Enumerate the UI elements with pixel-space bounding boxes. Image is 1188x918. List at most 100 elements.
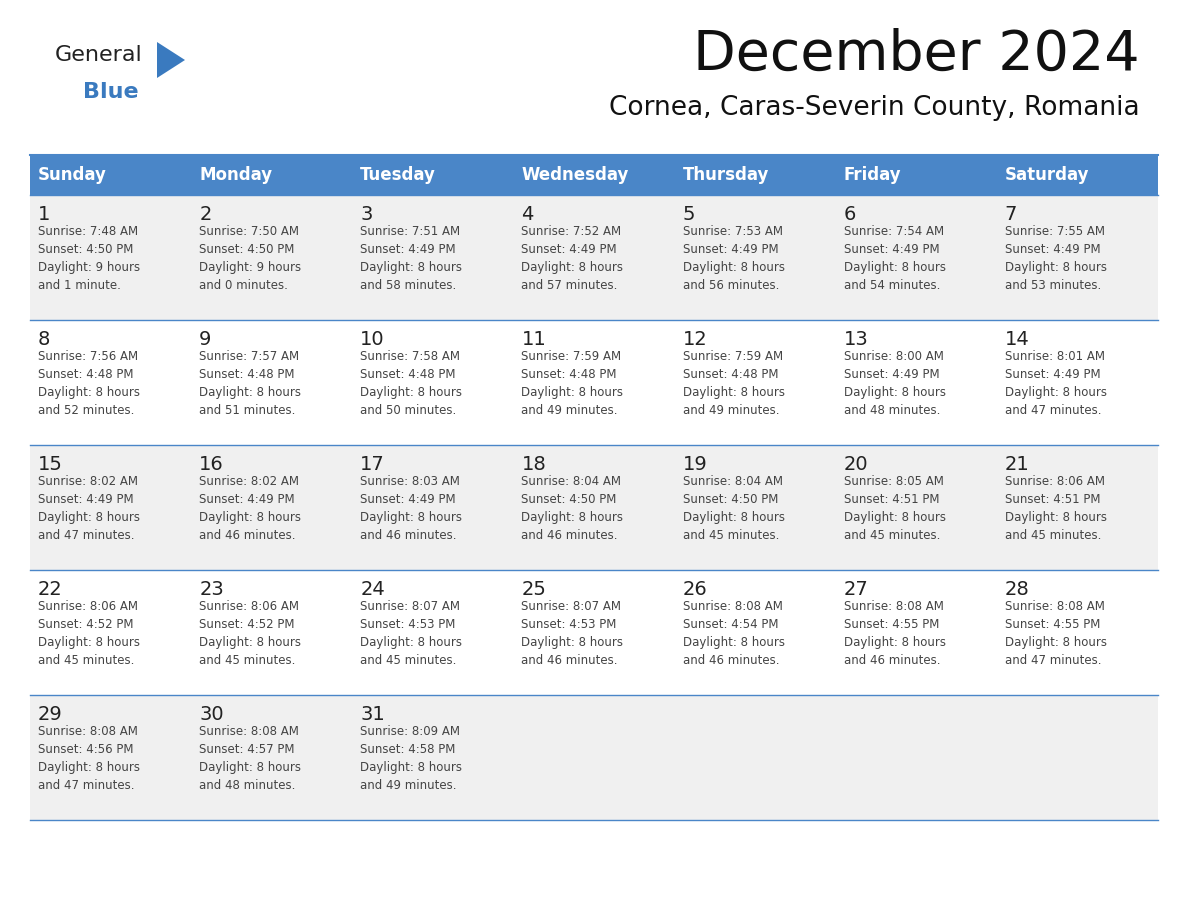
- Text: Sunrise: 7:51 AM: Sunrise: 7:51 AM: [360, 225, 461, 238]
- Text: 31: 31: [360, 705, 385, 724]
- Text: Daylight: 8 hours: Daylight: 8 hours: [522, 511, 624, 524]
- Text: and 45 minutes.: and 45 minutes.: [843, 529, 940, 542]
- Text: 19: 19: [683, 455, 707, 474]
- Text: Daylight: 8 hours: Daylight: 8 hours: [1005, 511, 1107, 524]
- Text: Sunset: 4:49 PM: Sunset: 4:49 PM: [1005, 368, 1100, 381]
- Bar: [30, 320, 1158, 445]
- Text: Wednesday: Wednesday: [522, 166, 628, 184]
- Text: Sunrise: 7:57 AM: Sunrise: 7:57 AM: [200, 350, 299, 363]
- Text: and 47 minutes.: and 47 minutes.: [1005, 654, 1101, 667]
- Text: Sunrise: 8:06 AM: Sunrise: 8:06 AM: [200, 600, 299, 613]
- Text: and 56 minutes.: and 56 minutes.: [683, 279, 779, 292]
- Text: Tuesday: Tuesday: [360, 166, 436, 184]
- Text: Sunrise: 7:55 AM: Sunrise: 7:55 AM: [1005, 225, 1105, 238]
- Text: Daylight: 8 hours: Daylight: 8 hours: [843, 636, 946, 649]
- Text: Sunrise: 7:50 AM: Sunrise: 7:50 AM: [200, 225, 299, 238]
- Text: Daylight: 8 hours: Daylight: 8 hours: [683, 636, 784, 649]
- Text: and 46 minutes.: and 46 minutes.: [683, 654, 779, 667]
- Text: Sunset: 4:49 PM: Sunset: 4:49 PM: [683, 243, 778, 256]
- Text: 21: 21: [1005, 455, 1030, 474]
- Text: and 57 minutes.: and 57 minutes.: [522, 279, 618, 292]
- Text: and 45 minutes.: and 45 minutes.: [360, 654, 456, 667]
- Bar: [30, 195, 1158, 320]
- Text: Sunset: 4:48 PM: Sunset: 4:48 PM: [200, 368, 295, 381]
- Text: Thursday: Thursday: [683, 166, 769, 184]
- Text: 9: 9: [200, 330, 211, 349]
- Text: Daylight: 8 hours: Daylight: 8 hours: [522, 261, 624, 274]
- Text: and 48 minutes.: and 48 minutes.: [200, 779, 296, 792]
- Text: Monday: Monday: [200, 166, 272, 184]
- Text: 25: 25: [522, 580, 546, 599]
- Text: 8: 8: [38, 330, 50, 349]
- Text: Daylight: 9 hours: Daylight: 9 hours: [38, 261, 140, 274]
- Text: Daylight: 8 hours: Daylight: 8 hours: [38, 386, 140, 399]
- Text: 2: 2: [200, 205, 211, 224]
- Text: 12: 12: [683, 330, 707, 349]
- Text: 20: 20: [843, 455, 868, 474]
- Text: Daylight: 8 hours: Daylight: 8 hours: [843, 511, 946, 524]
- Text: Sunset: 4:52 PM: Sunset: 4:52 PM: [200, 618, 295, 631]
- Text: and 0 minutes.: and 0 minutes.: [200, 279, 287, 292]
- Text: Sunrise: 8:08 AM: Sunrise: 8:08 AM: [1005, 600, 1105, 613]
- Text: Sunset: 4:57 PM: Sunset: 4:57 PM: [200, 743, 295, 756]
- Text: Sunset: 4:48 PM: Sunset: 4:48 PM: [360, 368, 456, 381]
- Text: Sunrise: 8:08 AM: Sunrise: 8:08 AM: [200, 725, 299, 738]
- Text: 5: 5: [683, 205, 695, 224]
- Text: and 45 minutes.: and 45 minutes.: [683, 529, 779, 542]
- Text: and 47 minutes.: and 47 minutes.: [38, 529, 134, 542]
- Text: Sunrise: 8:00 AM: Sunrise: 8:00 AM: [843, 350, 943, 363]
- Text: Sunrise: 7:53 AM: Sunrise: 7:53 AM: [683, 225, 783, 238]
- Text: Sunrise: 7:59 AM: Sunrise: 7:59 AM: [683, 350, 783, 363]
- Text: Sunrise: 8:06 AM: Sunrise: 8:06 AM: [38, 600, 138, 613]
- Text: Sunrise: 8:04 AM: Sunrise: 8:04 AM: [522, 475, 621, 488]
- Text: Sunset: 4:56 PM: Sunset: 4:56 PM: [38, 743, 133, 756]
- Text: Sunset: 4:48 PM: Sunset: 4:48 PM: [38, 368, 133, 381]
- Text: and 1 minute.: and 1 minute.: [38, 279, 121, 292]
- Text: Daylight: 8 hours: Daylight: 8 hours: [360, 761, 462, 774]
- Text: Daylight: 8 hours: Daylight: 8 hours: [200, 511, 301, 524]
- Text: Sunset: 4:50 PM: Sunset: 4:50 PM: [522, 493, 617, 506]
- Text: 28: 28: [1005, 580, 1030, 599]
- Text: 23: 23: [200, 580, 223, 599]
- Text: and 47 minutes.: and 47 minutes.: [38, 779, 134, 792]
- Text: Sunrise: 8:01 AM: Sunrise: 8:01 AM: [1005, 350, 1105, 363]
- Text: Sunrise: 8:07 AM: Sunrise: 8:07 AM: [360, 600, 460, 613]
- Text: and 46 minutes.: and 46 minutes.: [522, 529, 618, 542]
- Text: and 49 minutes.: and 49 minutes.: [683, 404, 779, 417]
- Text: Sunrise: 7:56 AM: Sunrise: 7:56 AM: [38, 350, 138, 363]
- Text: 29: 29: [38, 705, 63, 724]
- Text: Daylight: 8 hours: Daylight: 8 hours: [38, 761, 140, 774]
- Text: Sunrise: 7:59 AM: Sunrise: 7:59 AM: [522, 350, 621, 363]
- Text: Sunrise: 8:07 AM: Sunrise: 8:07 AM: [522, 600, 621, 613]
- Text: Blue: Blue: [83, 82, 139, 102]
- Text: Sunrise: 8:02 AM: Sunrise: 8:02 AM: [200, 475, 299, 488]
- Text: Sunrise: 8:08 AM: Sunrise: 8:08 AM: [843, 600, 943, 613]
- Text: Daylight: 8 hours: Daylight: 8 hours: [683, 386, 784, 399]
- Text: 1: 1: [38, 205, 50, 224]
- Text: Daylight: 9 hours: Daylight: 9 hours: [200, 261, 302, 274]
- Text: Sunset: 4:53 PM: Sunset: 4:53 PM: [360, 618, 456, 631]
- Text: Sunrise: 8:09 AM: Sunrise: 8:09 AM: [360, 725, 460, 738]
- Text: and 54 minutes.: and 54 minutes.: [843, 279, 940, 292]
- Text: and 52 minutes.: and 52 minutes.: [38, 404, 134, 417]
- Text: Sunset: 4:48 PM: Sunset: 4:48 PM: [683, 368, 778, 381]
- Text: and 46 minutes.: and 46 minutes.: [200, 529, 296, 542]
- Text: Sunset: 4:51 PM: Sunset: 4:51 PM: [843, 493, 940, 506]
- Text: and 46 minutes.: and 46 minutes.: [360, 529, 456, 542]
- Text: Daylight: 8 hours: Daylight: 8 hours: [1005, 386, 1107, 399]
- Text: Sunrise: 8:08 AM: Sunrise: 8:08 AM: [38, 725, 138, 738]
- Text: General: General: [55, 45, 143, 65]
- Text: and 46 minutes.: and 46 minutes.: [522, 654, 618, 667]
- Bar: [30, 695, 1158, 820]
- Text: Daylight: 8 hours: Daylight: 8 hours: [38, 511, 140, 524]
- Text: Sunset: 4:51 PM: Sunset: 4:51 PM: [1005, 493, 1100, 506]
- Text: Daylight: 8 hours: Daylight: 8 hours: [843, 261, 946, 274]
- Text: 17: 17: [360, 455, 385, 474]
- Text: Sunrise: 7:52 AM: Sunrise: 7:52 AM: [522, 225, 621, 238]
- Text: 4: 4: [522, 205, 533, 224]
- Text: 7: 7: [1005, 205, 1017, 224]
- Text: Sunrise: 8:08 AM: Sunrise: 8:08 AM: [683, 600, 783, 613]
- Text: 3: 3: [360, 205, 373, 224]
- Text: Sunset: 4:48 PM: Sunset: 4:48 PM: [522, 368, 617, 381]
- Text: 13: 13: [843, 330, 868, 349]
